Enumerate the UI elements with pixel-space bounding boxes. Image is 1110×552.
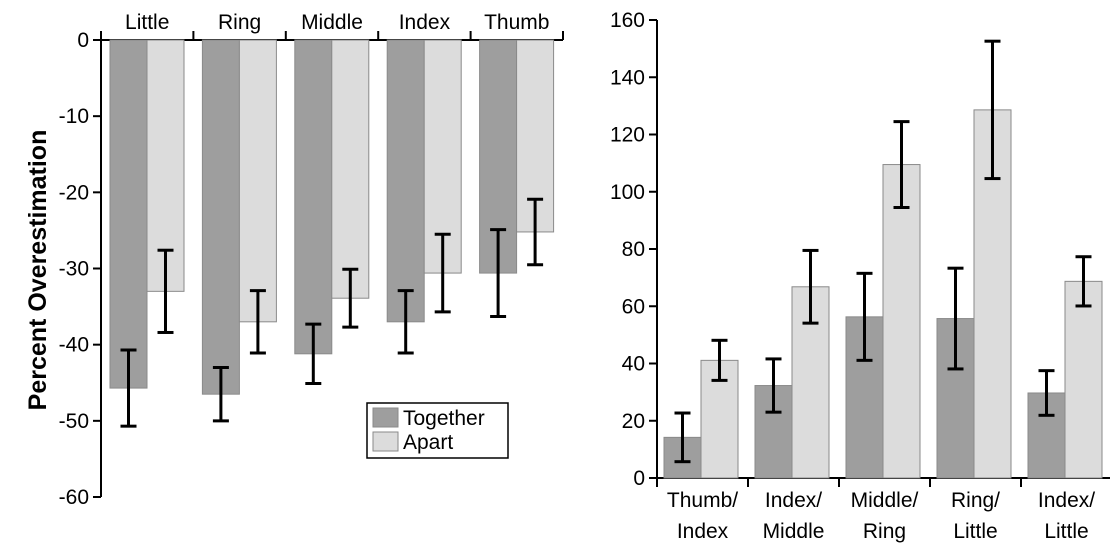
chart0-category-label: Thumb	[484, 11, 549, 34]
chart1-category-label: Index/	[765, 489, 822, 512]
chart0-y-tick-label: 0	[77, 29, 89, 52]
chart1-y-tick-label: 60	[622, 295, 645, 318]
chart0-y-tick-label: -40	[59, 334, 89, 357]
chart1-category-label: Middle/	[851, 489, 919, 512]
right-chart-pair-overestimation: 0 20 40 60 80 100 120 140 160 Thumb/Index Index/Mi…	[610, 9, 1110, 543]
chart1-y-tick-label: 140	[610, 66, 645, 89]
chart0-bar-together	[201, 39, 240, 395]
chart1-category-label: Middle	[763, 520, 825, 543]
chart0-category-label: Middle	[301, 11, 363, 34]
chart1-y-tick-label: 160	[610, 9, 645, 32]
chart1-y-tick-label: 100	[610, 181, 645, 204]
chart1-category-label: Little	[953, 520, 997, 543]
chart1-category-label: Index/	[1038, 489, 1095, 512]
chart1-y-tick-label: 0	[633, 467, 645, 490]
chart0-bar-together	[109, 39, 148, 389]
chart0-y-tick-label: -10	[59, 105, 89, 128]
chart0-y-tick-label: -60	[59, 486, 89, 509]
left-chart-finger-overestimation: 0 -10 -20 -30 -40 -50 -60 Little Ring Middle Index…	[24, 11, 564, 509]
chart0-category-label: Ring	[218, 11, 261, 34]
chart1-category-label: Index	[677, 520, 729, 543]
chart1-bar-apart	[882, 164, 921, 479]
chart1-y-tick-label: 40	[622, 353, 645, 376]
chart1-bar-apart	[1064, 280, 1103, 479]
chart0-bar-apart	[238, 39, 277, 323]
left-chart-y-axis-title: Percent Overestimation	[24, 130, 52, 411]
chart0-y-tick-label: -50	[59, 410, 89, 433]
chart1-category-label: Ring	[863, 520, 906, 543]
chart0-y-tick-label: -30	[59, 258, 89, 281]
legend-swatch-apart	[372, 431, 399, 452]
chart1-category-label: Little	[1044, 520, 1088, 543]
chart1-category-label: Thumb/	[667, 489, 738, 512]
chart1-y-tick-label: 20	[622, 410, 645, 433]
legend-label-apart: Apart	[403, 431, 453, 454]
chart1-category-label: Ring/	[951, 489, 1000, 512]
chart0-bar-together	[386, 39, 425, 323]
chart0-category-label: Little	[125, 11, 169, 34]
legend-label-together: Together	[403, 407, 485, 430]
legend-swatch-together	[372, 407, 399, 428]
chart1-y-tick-label: 120	[610, 124, 645, 147]
chart0-y-tick-label: -20	[59, 181, 89, 204]
chart1-y-tick-label: 80	[622, 238, 645, 261]
chart0-category-label: Index	[399, 11, 451, 34]
chart0-bar-together	[294, 39, 333, 355]
chart0-bar-apart	[331, 39, 370, 299]
